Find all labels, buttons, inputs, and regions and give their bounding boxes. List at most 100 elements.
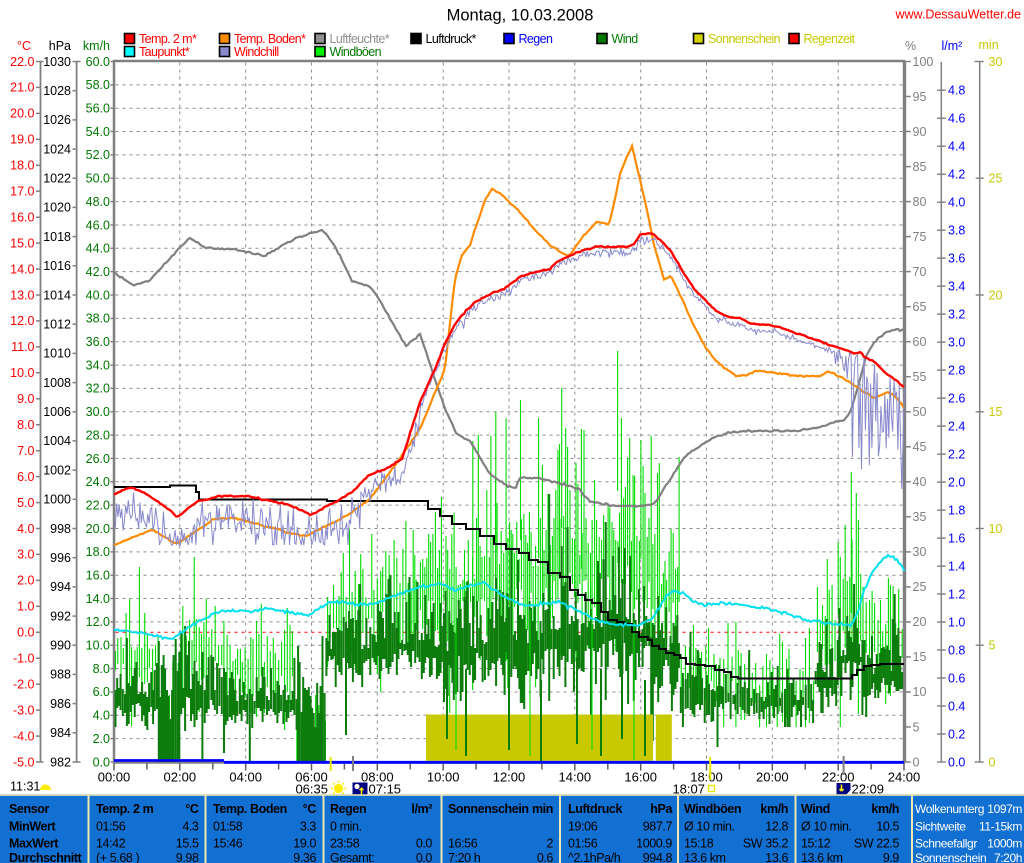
svg-text:-3.0: -3.0 [13, 703, 35, 717]
svg-text:15: 15 [913, 650, 927, 664]
svg-text:3.4: 3.4 [948, 279, 965, 293]
svg-text:1030: 1030 [43, 55, 71, 69]
svg-text:22.0: 22.0 [86, 498, 110, 512]
svg-text:07:15: 07:15 [369, 782, 402, 797]
svg-text:9.9: 9.9 [883, 851, 900, 863]
svg-text:www.DessauWetter.de: www.DessauWetter.de [894, 8, 1021, 22]
svg-text:38.0: 38.0 [86, 312, 110, 326]
svg-text:60: 60 [913, 335, 927, 349]
svg-text:54.0: 54.0 [86, 125, 110, 139]
svg-text:994: 994 [50, 580, 71, 594]
svg-text:50.0: 50.0 [86, 172, 110, 186]
svg-text:30.0: 30.0 [86, 405, 110, 419]
svg-text:3.2: 3.2 [948, 307, 965, 321]
svg-text:19.0: 19.0 [293, 837, 316, 851]
svg-text:4.2: 4.2 [948, 168, 965, 182]
svg-text:65: 65 [913, 300, 927, 314]
svg-text:15:18: 15:18 [684, 837, 714, 851]
svg-text:SW 35.2: SW 35.2 [743, 837, 789, 851]
svg-text:4.3: 4.3 [182, 820, 199, 834]
svg-text:km/h: km/h [871, 802, 899, 816]
svg-text:4.4: 4.4 [948, 140, 965, 154]
svg-text:Regen: Regen [519, 32, 553, 46]
svg-text:23:58: 23:58 [330, 837, 360, 851]
svg-text:90: 90 [913, 125, 927, 139]
svg-text:-1.0: -1.0 [13, 652, 35, 666]
svg-text:0.8: 0.8 [948, 643, 965, 657]
svg-text:60.0: 60.0 [86, 55, 110, 69]
svg-text:56.0: 56.0 [86, 102, 110, 116]
svg-text:11:31: 11:31 [10, 780, 40, 794]
svg-text:MaxWert: MaxWert [9, 837, 59, 851]
svg-text:1010: 1010 [43, 347, 71, 361]
svg-text:9.0: 9.0 [17, 392, 34, 406]
svg-text:19:06: 19:06 [568, 820, 598, 834]
svg-text:hPa: hPa [49, 39, 71, 53]
svg-text:20:00: 20:00 [756, 770, 789, 785]
svg-text:22:09: 22:09 [852, 782, 885, 797]
svg-text:35: 35 [913, 510, 927, 524]
svg-text:2: 2 [546, 837, 553, 851]
svg-text:1018: 1018 [43, 230, 71, 244]
svg-text:0.0: 0.0 [416, 837, 433, 851]
svg-text:0.0: 0.0 [416, 851, 433, 863]
svg-text:32.0: 32.0 [86, 382, 110, 396]
svg-text:5: 5 [913, 720, 920, 734]
svg-text:13.0: 13.0 [10, 288, 34, 302]
svg-text:20.0: 20.0 [10, 107, 34, 121]
svg-text:1000: 1000 [43, 493, 71, 507]
svg-text:990: 990 [50, 639, 71, 653]
svg-text:°C: °C [17, 39, 31, 53]
svg-text:1026: 1026 [43, 113, 71, 127]
svg-text:1097m: 1097m [987, 802, 1022, 816]
svg-text:3.0: 3.0 [948, 335, 965, 349]
svg-text:5.0: 5.0 [17, 496, 34, 510]
svg-text:18.0: 18.0 [86, 545, 110, 559]
svg-text:Sonnenschein: Sonnenschein [708, 32, 781, 46]
svg-text:°C: °C [185, 802, 199, 816]
svg-text:(+ 5.68 ): (+ 5.68 ) [96, 851, 140, 863]
svg-text:Sonnenschein: Sonnenschein [915, 851, 986, 863]
svg-text:7.0: 7.0 [17, 444, 34, 458]
svg-text:16:00: 16:00 [624, 770, 657, 785]
svg-text:4.0: 4.0 [948, 196, 965, 210]
svg-text:14.0: 14.0 [86, 592, 110, 606]
svg-text:58.0: 58.0 [86, 78, 110, 92]
svg-text:55: 55 [913, 370, 927, 384]
svg-text:1000m: 1000m [987, 837, 1022, 851]
svg-text:Durchschnitt: Durchschnitt [9, 851, 83, 863]
svg-text:1002: 1002 [43, 463, 71, 477]
svg-text:1.0: 1.0 [17, 600, 34, 614]
svg-text:Luftfeuchte*: Luftfeuchte* [330, 32, 390, 46]
svg-text:20.0: 20.0 [86, 522, 110, 536]
svg-text:18:07: 18:07 [672, 782, 705, 797]
svg-text:100: 100 [913, 55, 934, 69]
svg-text:1004: 1004 [43, 434, 71, 448]
svg-text:9.36: 9.36 [293, 851, 316, 863]
svg-text:20: 20 [989, 288, 1003, 302]
svg-text:2.8: 2.8 [948, 363, 965, 377]
svg-text:0.4: 0.4 [948, 699, 965, 713]
svg-text:15: 15 [989, 405, 1003, 419]
svg-text:Temp. 2 m: Temp. 2 m [96, 802, 154, 816]
svg-text:24:00: 24:00 [888, 770, 921, 785]
svg-text:40.0: 40.0 [86, 288, 110, 302]
svg-text:986: 986 [50, 697, 71, 711]
svg-text:34.0: 34.0 [86, 358, 110, 372]
svg-text:20: 20 [913, 615, 927, 629]
svg-text:Wind: Wind [612, 32, 639, 46]
svg-text:Regen: Regen [330, 802, 366, 816]
svg-text:10: 10 [989, 522, 1003, 536]
svg-text:996: 996 [50, 551, 71, 565]
svg-text:1008: 1008 [43, 376, 71, 390]
svg-text:30: 30 [989, 55, 1003, 69]
svg-text:9.98: 9.98 [176, 851, 199, 863]
svg-text:Gesamt:: Gesamt: [330, 851, 374, 863]
svg-text:Ø 10 min.: Ø 10 min. [801, 820, 852, 834]
svg-text:95: 95 [913, 90, 927, 104]
svg-text:Sichtweite: Sichtweite [915, 820, 966, 834]
svg-text:min: min [979, 38, 999, 52]
svg-text:01:58: 01:58 [213, 820, 243, 834]
svg-text:22:00: 22:00 [822, 770, 855, 785]
svg-text:-5.0: -5.0 [13, 755, 35, 769]
